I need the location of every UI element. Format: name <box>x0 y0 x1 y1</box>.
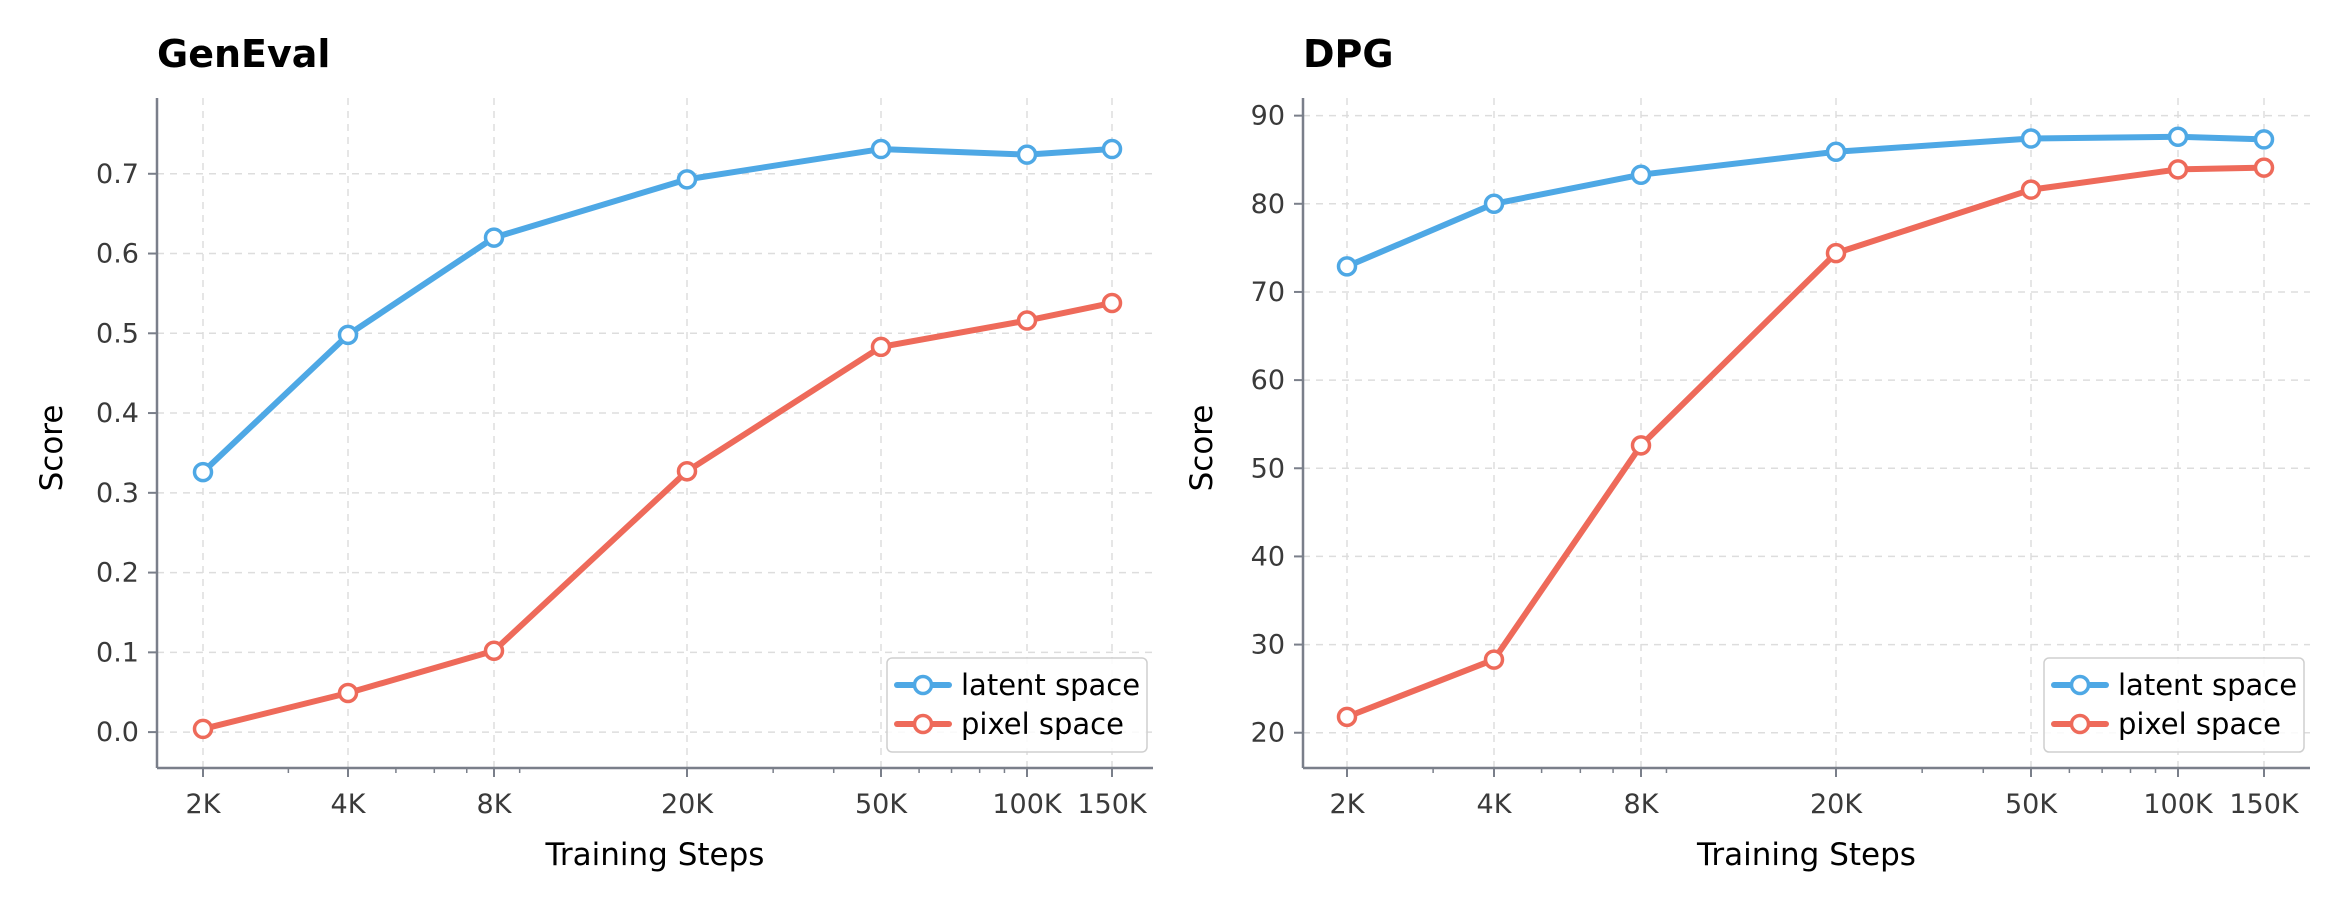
data-point-latent <box>1630 164 1652 185</box>
x-tick-label: 2K <box>1330 789 1366 820</box>
y-tick-label: 20 <box>1251 718 1285 749</box>
x-tick-label: 50K <box>2005 789 2058 820</box>
y-tick-label: 70 <box>1251 277 1285 308</box>
data-point-pixel <box>1483 649 1505 670</box>
data-point-pixel <box>2253 157 2275 178</box>
legend: latent space pixel space <box>2043 657 2305 753</box>
data-point-pixel <box>1825 242 1847 264</box>
legend-marker <box>912 674 934 696</box>
y-tick-label: 60 <box>1251 365 1285 396</box>
x-tick-label: 50K <box>855 789 908 820</box>
x-tick-label: 20K <box>661 789 714 820</box>
x-axis-label: Training Steps <box>545 837 765 873</box>
x-tick-label: 20K <box>1810 789 1863 820</box>
data-point-latent <box>1101 138 1123 160</box>
data-point-pixel <box>2020 179 2042 200</box>
data-point-latent <box>2253 129 2275 150</box>
data-point-latent <box>1483 193 1505 215</box>
legend-marker <box>2069 713 2091 735</box>
chart-panel-2: DPG 20 30 40 50 60 70 80 90 2K 4K 8K 20K 50K 100K 150K T… <box>1184 32 2310 873</box>
x-tick-label: 150K <box>1077 789 1148 820</box>
legend-label: latent space <box>961 668 1140 702</box>
data-point-latent <box>337 324 359 346</box>
series-line-latent <box>200 146 1115 476</box>
legend-marker <box>912 713 934 735</box>
data-point-pixel <box>483 640 505 661</box>
x-tick-label: 8K <box>477 789 513 820</box>
data-point-pixel <box>192 718 214 740</box>
legend: latent space pixel space <box>886 657 1148 753</box>
x-tick-label: 150K <box>2229 789 2300 820</box>
y-tick-label: 90 <box>1251 101 1285 132</box>
legend-box <box>2043 657 2305 753</box>
data-point-pixel <box>870 336 892 358</box>
data-point-pixel <box>1016 310 1038 331</box>
data-point-latent <box>1016 144 1038 165</box>
legend-marker <box>2069 674 2091 696</box>
x-tick-label: 4K <box>331 789 367 820</box>
data-point-latent <box>483 227 505 248</box>
legend-label: pixel space <box>961 707 1124 741</box>
y-tick-label: 80 <box>1251 189 1285 220</box>
chart-title: GenEval <box>157 32 330 76</box>
y-tick-label: 0.0 <box>96 717 139 748</box>
y-tick-label: 0.5 <box>96 318 139 349</box>
data-point-latent <box>2167 126 2189 148</box>
x-tick-label: 8K <box>1624 789 1660 820</box>
chart-title: DPG <box>1303 32 1394 76</box>
data-point-pixel <box>2167 159 2189 180</box>
y-tick-label: 40 <box>1251 541 1285 572</box>
legend-label: latent space <box>2118 668 2297 702</box>
y-tick-label: 0.3 <box>96 478 139 509</box>
data-point-latent <box>870 138 892 160</box>
y-tick-label: 0.6 <box>96 239 139 270</box>
data-point-pixel <box>676 461 698 482</box>
x-tick-label: 2K <box>186 789 222 820</box>
x-tick-label: 100K <box>2143 789 2214 820</box>
data-point-pixel <box>1336 706 1358 728</box>
data-point-latent <box>1825 141 1847 163</box>
data-point-pixel <box>337 682 359 704</box>
y-axis-label: Score <box>1184 405 1220 492</box>
data-point-pixel <box>1630 435 1652 456</box>
legend-box <box>886 657 1148 753</box>
y-axis-label: Score <box>34 405 70 492</box>
x-tick-label: 100K <box>992 789 1063 820</box>
data-point-latent <box>676 169 698 190</box>
x-axis-label: Training Steps <box>1696 837 1916 873</box>
y-tick-label: 30 <box>1251 630 1285 661</box>
data-point-latent <box>2020 128 2042 149</box>
chart-panel-1: GenEval 0.0 0.1 0.2 0.3 0.4 0.5 0.6 0.7 2K 4K 8K 20K… <box>34 32 1153 873</box>
x-tick-label: 4K <box>1477 789 1513 820</box>
y-tick-label: 0.4 <box>96 398 139 429</box>
y-tick-label: 50 <box>1251 453 1285 484</box>
y-tick-label: 0.1 <box>96 637 139 668</box>
data-point-latent <box>192 461 214 483</box>
y-tick-label: 0.2 <box>96 558 139 589</box>
series-line-pixel <box>1344 164 2267 720</box>
legend-label: pixel space <box>2118 707 2281 741</box>
data-point-latent <box>1336 256 1358 277</box>
y-tick-label: 0.7 <box>96 159 139 190</box>
data-point-pixel <box>1101 292 1123 314</box>
